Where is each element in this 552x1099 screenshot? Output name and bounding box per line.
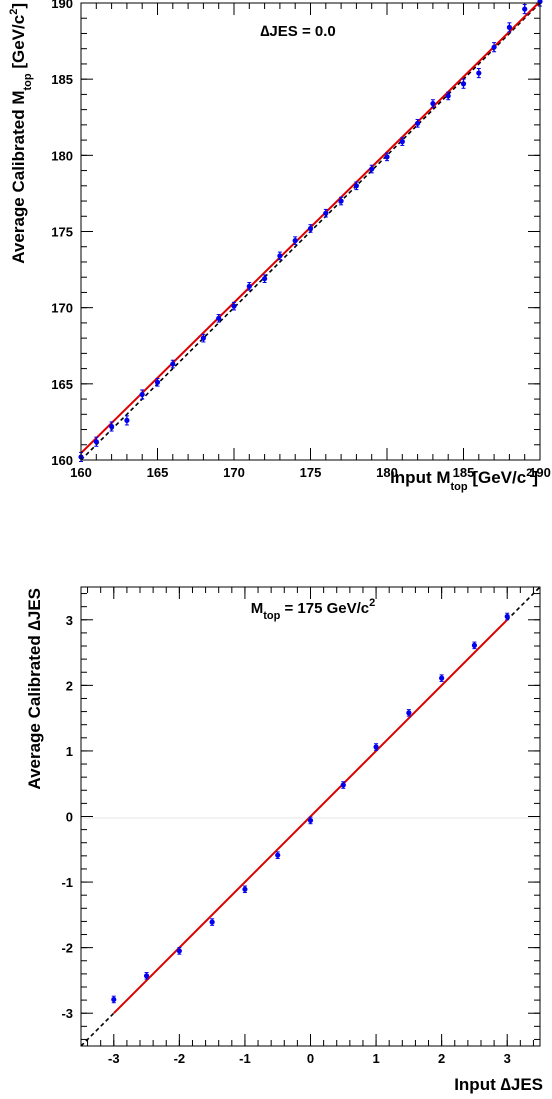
jes-axis-ticks bbox=[81, 587, 540, 1046]
jes-x-axis-title: Input ∆JES bbox=[454, 1075, 543, 1094]
mtop-calibration-plot: 160 165 170 175 180 185 190 160 165 170 175 180 185 1… bbox=[8, 0, 551, 493]
jes-calibration-plot: -3 -2 -1 0 1 2 3 -3 -2 -1 0 1 2 3 Mtop = 175 GeV/c2 I… bbox=[25, 586, 543, 1094]
mtop-x-tick-label: 170 bbox=[223, 465, 245, 480]
jes-annotation: Mtop = 175 GeV/c2 bbox=[251, 597, 376, 622]
mtop-x-tick-label: 190 bbox=[529, 465, 551, 480]
mtop-data-point bbox=[430, 100, 436, 107]
mtop-data-point bbox=[216, 315, 222, 321]
jes-plot-frame bbox=[80, 586, 541, 1047]
mtop-data-point bbox=[399, 139, 405, 145]
jes-data-point bbox=[340, 782, 346, 788]
mtop-x-tick-label: 175 bbox=[300, 465, 322, 480]
jes-data-point bbox=[307, 817, 314, 824]
mtop-y-axis-title: Average Calibrated Mtop [GeV/c2] bbox=[8, 3, 34, 264]
jes-data-point bbox=[176, 948, 182, 954]
jes-data-point bbox=[242, 886, 248, 892]
mtop-data-point bbox=[292, 238, 298, 244]
mtop-data-point bbox=[93, 439, 99, 445]
mtop-data-point bbox=[384, 154, 390, 160]
mtop-data-point bbox=[124, 417, 130, 423]
mtop-y-tick-label: 190 bbox=[51, 0, 73, 11]
mtop-data-point bbox=[262, 276, 268, 282]
mtop-annotation: ∆JES = 0.0 bbox=[260, 23, 335, 40]
mtop-data-point bbox=[445, 93, 451, 99]
jes-x-tick-label: -3 bbox=[108, 1051, 120, 1066]
mtop-y-tick-label: 170 bbox=[51, 301, 73, 316]
mtop-x-tick-label: 185 bbox=[453, 465, 475, 480]
mtop-data-point bbox=[491, 44, 497, 50]
mtop-y-tick-label: 160 bbox=[51, 453, 73, 468]
jes-x-tick-label: -1 bbox=[239, 1051, 251, 1066]
mtop-plot-frame bbox=[80, 2, 541, 461]
mtop-data-point bbox=[154, 379, 161, 385]
mtop-data-point bbox=[476, 70, 482, 76]
mtop-data-points bbox=[78, 0, 543, 463]
jes-data-point bbox=[406, 710, 412, 716]
jes-x-tick-label: 0 bbox=[307, 1051, 314, 1066]
mtop-data-point bbox=[415, 120, 421, 126]
mtop-x-tick-label: 160 bbox=[70, 465, 92, 480]
jes-data-point bbox=[111, 996, 117, 1003]
jes-y-tick-label: 1 bbox=[66, 744, 73, 759]
jes-y-tick-label: -3 bbox=[61, 1006, 73, 1021]
jes-x-tick-label: -2 bbox=[174, 1051, 186, 1066]
mtop-data-point bbox=[246, 283, 252, 289]
mtop-data-point bbox=[506, 24, 512, 30]
mtop-data-point bbox=[231, 303, 237, 309]
jes-tick-labels: -3 -2 -1 0 1 2 3 -3 -2 -1 0 1 2 3 bbox=[61, 613, 510, 1066]
jes-x-tick-label: 1 bbox=[372, 1051, 379, 1066]
mtop-data-point bbox=[460, 81, 467, 87]
mtop-data-point bbox=[139, 391, 145, 398]
jes-y-tick-label: -1 bbox=[61, 875, 73, 890]
mtop-data-point bbox=[338, 198, 344, 204]
mtop-y-tick-label: 175 bbox=[51, 225, 73, 240]
mtop-y-tick-label: 180 bbox=[51, 148, 73, 163]
mtop-y-tick-label: 185 bbox=[51, 72, 73, 87]
jes-data-point bbox=[373, 744, 379, 750]
jes-data-point bbox=[504, 613, 510, 620]
jes-fit-line bbox=[113, 619, 508, 1014]
jes-x-tick-label: 2 bbox=[438, 1051, 445, 1066]
jes-fit-red-line bbox=[113, 619, 508, 1014]
jes-x-tick-label: 3 bbox=[504, 1051, 511, 1066]
jes-y-axis-title: Average Calibrated ∆JES bbox=[25, 588, 44, 790]
mtop-data-point bbox=[353, 183, 359, 189]
jes-data-point bbox=[143, 973, 150, 979]
jes-data-point bbox=[471, 642, 478, 648]
jes-data-points bbox=[111, 612, 510, 1004]
jes-data-point bbox=[439, 675, 445, 681]
mtop-data-point bbox=[522, 6, 528, 12]
mtop-x-tick-label: 165 bbox=[147, 465, 169, 480]
jes-y-tick-label: 2 bbox=[66, 678, 73, 693]
mtop-data-point bbox=[200, 335, 206, 341]
mtop-tick-labels: 160 165 170 175 180 185 190 160 165 170 175 180 185 1… bbox=[51, 0, 551, 480]
mtop-data-point bbox=[323, 210, 329, 216]
mtop-data-point bbox=[369, 166, 375, 172]
mtop-data-point bbox=[170, 361, 176, 367]
mtop-data-point bbox=[109, 423, 115, 430]
jes-y-tick-label: -2 bbox=[61, 941, 73, 956]
jes-data-point bbox=[275, 852, 281, 858]
jes-data-point bbox=[209, 919, 215, 925]
mtop-y-tick-label: 165 bbox=[51, 377, 73, 392]
mtop-data-point bbox=[277, 253, 283, 259]
mtop-data-point bbox=[307, 225, 314, 232]
mtop-x-tick-label: 180 bbox=[376, 465, 398, 480]
jes-y-tick-label: 0 bbox=[66, 810, 73, 825]
jes-y-tick-label: 3 bbox=[66, 613, 73, 628]
mtop-x-axis-title: Input Mtop [GeV/c2] bbox=[390, 467, 538, 493]
